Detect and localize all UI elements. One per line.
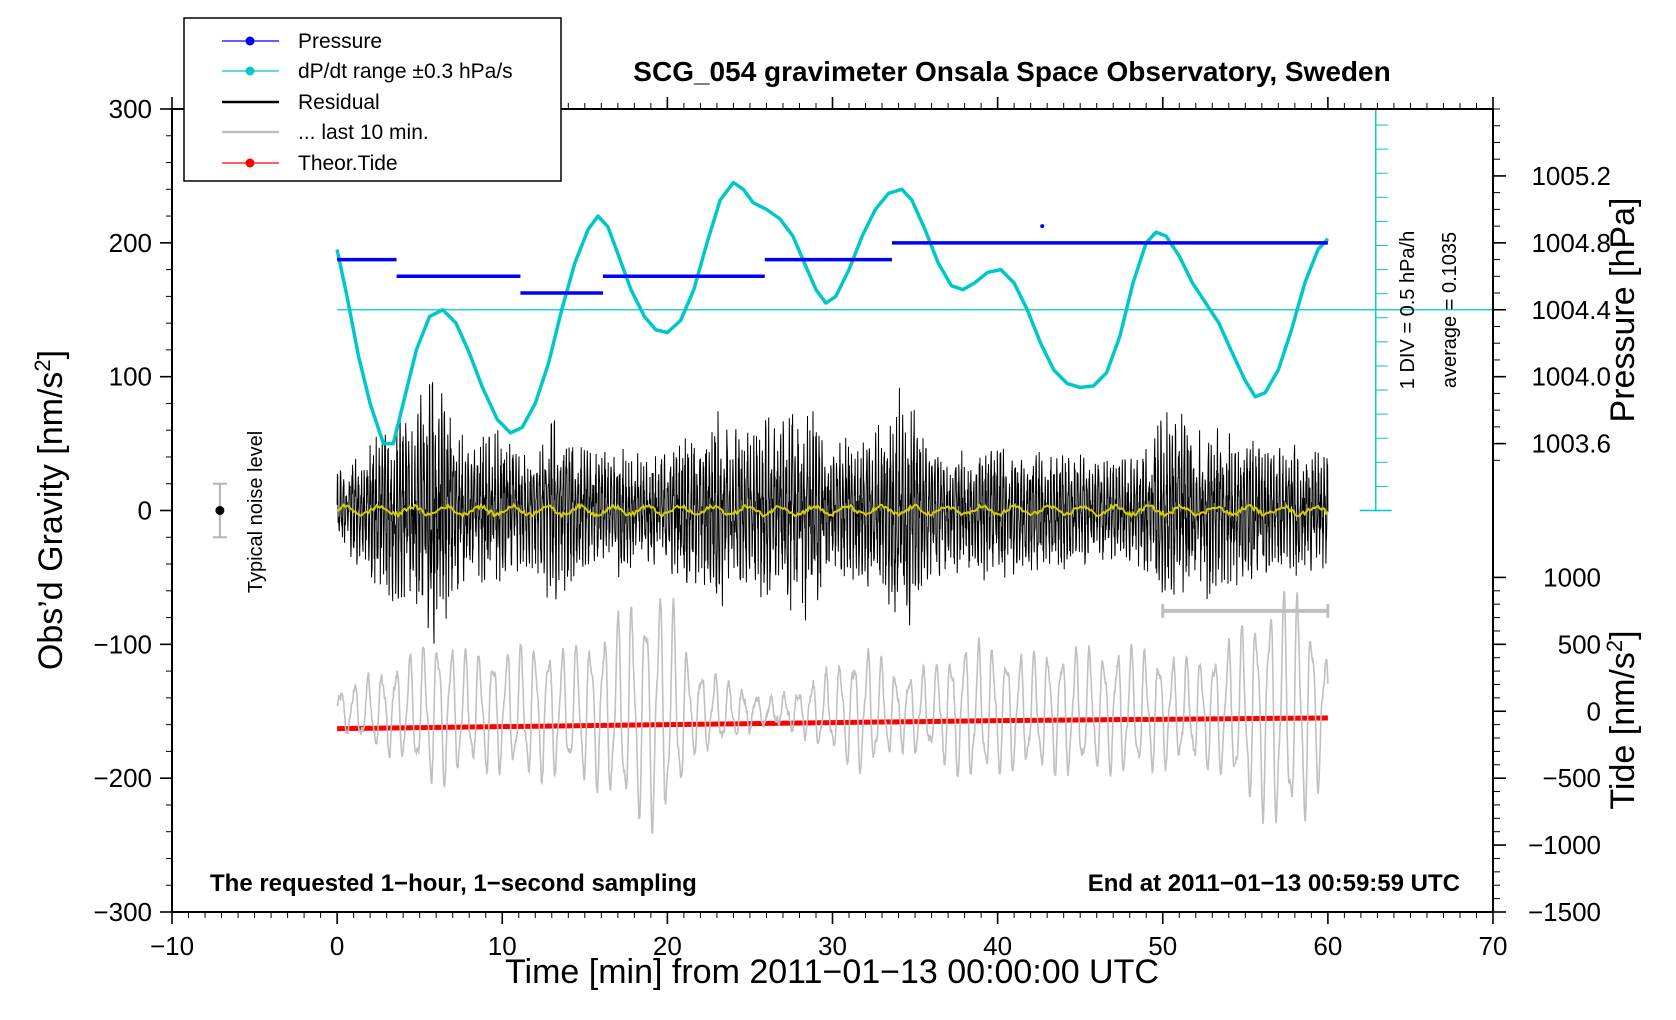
residual-line [336,382,1329,644]
y-tick-label: −200 [93,763,152,793]
tide-axis-ticks: −1500 −1000 −500 0 500 1000 [1492,562,1601,927]
residual-series [336,382,1329,644]
legend-label-tide: Theor.Tide [298,152,398,175]
legend-marker-pressure [245,36,255,46]
x-axis-ticks: −10 0 10 20 30 40 50 60 70 [150,97,1508,961]
tide-axis-title-superscript: 2 [1602,640,1627,652]
dpdt-series [335,180,1330,446]
legend-label-residual: Residual [298,91,380,114]
note-sampling: The requested 1−hour, 1−second sampling [210,870,697,897]
y-tick-label: −100 [93,629,152,659]
y-left-axis-title: Obs’d Gravity [nm/s2] [30,350,71,670]
y-left-axis-title-suffix: ] [32,350,70,359]
x-tick-label: −10 [150,931,194,961]
tide-tick-label: −1000 [1528,830,1601,860]
pressure-axis-ticks: 1003.6 1004.0 1004.4 1004.8 1005.2 [1492,108,1611,461]
tide-axis-title: Tide [nm/s2] [1602,630,1643,809]
x-tick-label: 60 [1313,931,1342,961]
pressure-tick-label: 1004.8 [1531,228,1611,258]
legend-label-pressure: Pressure [298,30,382,53]
tide-axis-title-suffix: ] [1604,630,1642,639]
last-10-min-line [336,590,1329,834]
y-left-ticks: −300 −200 −100 0 100 200 300 [93,94,172,927]
pressure-outlier-point [1040,224,1045,229]
average-label: average = 0.1035 [1439,232,1461,388]
pressure-series [337,224,1328,295]
tide-tick-label: −1500 [1528,897,1601,927]
note-end-time: End at 2011−01−13 00:59:59 UTC [1088,870,1460,897]
legend: Pressure dP/dt range ±0.3 hPa/s Residual… [183,17,562,182]
x-tick-label: 50 [1148,931,1177,961]
chart-title: SCG_054 gravimeter Onsala Space Observat… [633,56,1390,87]
x-tick-label: 40 [983,931,1012,961]
last-10-min-series [336,590,1329,834]
y-tick-label: 200 [109,228,152,258]
tide-tick-label: 500 [1558,629,1601,659]
x-axis-title: Time [min] from 2011−01−13 00:00:00 UTC [505,953,1159,991]
legend-marker-dpdt [245,66,255,76]
y-left-axis-title-superscript: 2 [30,359,55,371]
residual-mean-series [336,502,1329,519]
x-tick-label: 10 [488,931,517,961]
x-tick-label: 0 [330,931,344,961]
dpdt-line [335,180,1330,446]
y-tick-label: 300 [109,94,152,124]
pressure-tick-label: 1004.4 [1531,295,1611,325]
div-scale-label: 1 DIV = 0.5 hPa/h [1397,231,1419,389]
x-tick-label: 20 [653,931,682,961]
y-tick-label: −300 [93,897,152,927]
annotations [212,109,1493,618]
x-tick-label: 30 [818,931,847,961]
legend-label-dpdt: dP/dt range ±0.3 hPa/s [298,60,513,83]
pressure-tick-label: 1003.6 [1531,429,1611,459]
tide-tick-label: 0 [1587,696,1601,726]
x-tick-label: 70 [1479,931,1508,961]
legend-label-last10: ... last 10 min. [298,121,429,144]
residual-mean-line [336,502,1329,519]
y-tick-label: 100 [109,362,152,392]
pressure-axis-title: Pressure [hPa] [1604,198,1642,423]
pressure-tick-label: 1005.2 [1531,161,1611,191]
tide-tick-label: 1000 [1543,562,1601,592]
tide-tick-label: −500 [1542,763,1601,793]
legend-marker-tide [245,158,255,168]
noise-level-dot [215,506,225,515]
y-tick-label: 0 [138,496,152,526]
noise-level-label: Typical noise level [245,431,267,593]
pressure-tick-label: 1004.0 [1531,362,1611,392]
legend-box [183,17,562,182]
